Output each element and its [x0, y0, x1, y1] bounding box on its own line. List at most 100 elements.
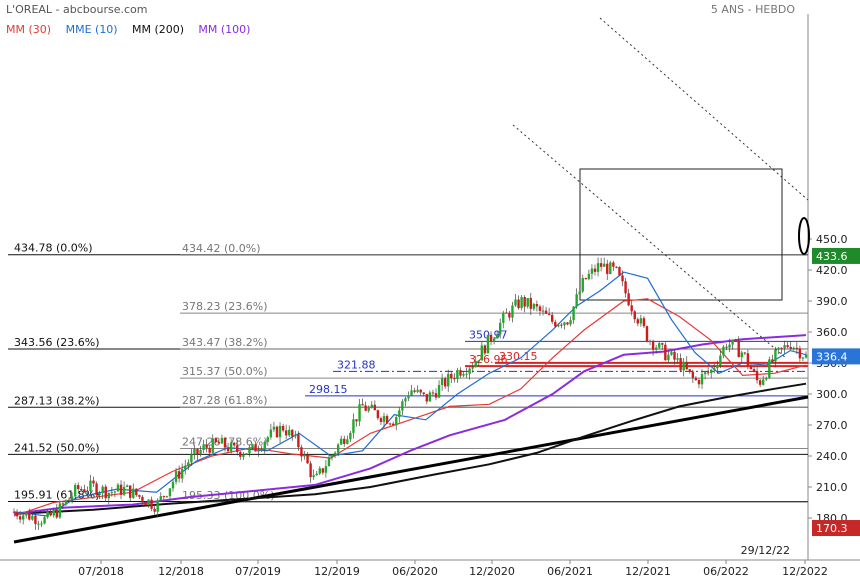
candle-up: [474, 361, 477, 368]
candle-up: [456, 370, 459, 379]
candle-up: [122, 486, 126, 495]
candle-down: [431, 392, 435, 394]
candle-down: [297, 434, 300, 448]
candle-up: [801, 357, 805, 359]
candle-up: [670, 351, 673, 355]
candle-down: [554, 321, 557, 327]
candle-down: [443, 378, 447, 387]
candle-up: [89, 480, 92, 492]
x-tick-label: 06/2022: [703, 565, 749, 578]
candlesticks: [12, 257, 808, 530]
candle-up: [245, 453, 248, 455]
candle-up: [220, 437, 224, 444]
candle-up: [107, 492, 110, 499]
candle-up: [740, 352, 743, 358]
candle-down: [434, 393, 438, 398]
candle-up: [266, 437, 270, 442]
ma-line-mm30: [13, 298, 807, 517]
candle-down: [645, 326, 649, 342]
candle-down: [523, 297, 526, 307]
candle-down: [664, 344, 667, 361]
candle-down: [275, 426, 279, 438]
candle-down: [217, 442, 221, 444]
candle-up: [52, 509, 55, 516]
channel-line-upper[interactable]: [599, 17, 809, 201]
candle-down: [413, 390, 416, 392]
candle-up: [25, 512, 28, 516]
candle-up: [541, 310, 545, 312]
trend-line[interactable]: [13, 395, 809, 544]
candle-down: [95, 483, 98, 495]
x-tick-label: 12/2022: [782, 565, 828, 578]
legend-item-2: MM (200): [132, 23, 184, 36]
candle-down: [196, 448, 199, 455]
candle-up: [324, 466, 328, 473]
legend: MM (30) MME (10) MM (200) MM (100): [6, 23, 250, 36]
candle-down: [80, 489, 83, 491]
candle-down: [18, 516, 22, 520]
candle-up: [465, 373, 468, 375]
candle-up: [563, 322, 566, 326]
candle-down: [706, 372, 710, 374]
candle-up: [710, 369, 713, 374]
candle-down: [281, 425, 285, 431]
ma-line-mm200: [13, 382, 807, 515]
candle-down: [141, 496, 144, 503]
candle-up: [367, 407, 370, 411]
candle-up: [168, 488, 172, 497]
fib-right-label: 315.37 (50.0%): [182, 365, 268, 378]
candle-up: [132, 488, 135, 498]
candle-up: [125, 485, 129, 487]
x-tick-label: 12/2020: [469, 565, 515, 578]
candle-up: [447, 373, 450, 387]
candle-down: [129, 485, 132, 498]
candle-down: [55, 509, 59, 518]
legend-item-0: MM (30): [6, 23, 51, 36]
y-tick-label: 420.0: [816, 264, 848, 277]
x-axis-ticks: 07/2018 12/2018 07/2019 12/2019 06/2020 12/20…: [78, 560, 828, 578]
candle-down: [795, 347, 799, 349]
candle-down: [162, 496, 166, 498]
candle-up: [410, 390, 413, 396]
candle-down: [780, 347, 783, 349]
candle-down: [627, 293, 630, 306]
candle-down: [642, 318, 646, 327]
candle-down: [636, 319, 640, 324]
candle-down: [798, 348, 802, 359]
candle-down: [254, 444, 257, 452]
candle-up: [499, 322, 502, 335]
fib-left-label: 287.13 (38.2%): [14, 394, 100, 407]
candle-down: [758, 380, 762, 385]
y-tick-label: 270.0: [816, 419, 848, 432]
fib-left-label: 241.52 (50.0%): [14, 441, 100, 454]
candle-up: [587, 273, 591, 280]
candle-up: [339, 438, 343, 445]
candle-up: [700, 374, 704, 385]
candle-up: [514, 299, 517, 306]
candle-down: [535, 304, 539, 307]
x-tick-label: 12/2018: [158, 565, 204, 578]
candle-up: [578, 291, 581, 295]
candle-up: [777, 347, 780, 350]
fibonacci-levels: 434.78 (0.0%) 343.56 (23.6%) 287.13 (38.2%…: [8, 242, 808, 503]
candle-up: [67, 499, 71, 501]
range-box[interactable]: [579, 168, 783, 301]
candle-down: [691, 371, 695, 378]
candle-up: [676, 358, 679, 360]
candle-up: [511, 305, 514, 318]
candle-up: [602, 263, 606, 267]
last-candle-marker[interactable]: [798, 217, 810, 255]
candle-up: [37, 523, 40, 525]
x-tick-label: 12/2021: [625, 565, 671, 578]
candle-down: [49, 511, 52, 516]
candle-down: [77, 485, 80, 490]
candle-down: [694, 377, 698, 381]
candle-up: [242, 454, 245, 457]
candle-up: [731, 339, 734, 345]
candle-down: [508, 312, 511, 318]
candle-up: [768, 359, 771, 378]
candle-down: [144, 502, 147, 506]
candle-up: [654, 347, 658, 350]
candle-down: [599, 263, 603, 267]
candle-up: [722, 346, 725, 356]
